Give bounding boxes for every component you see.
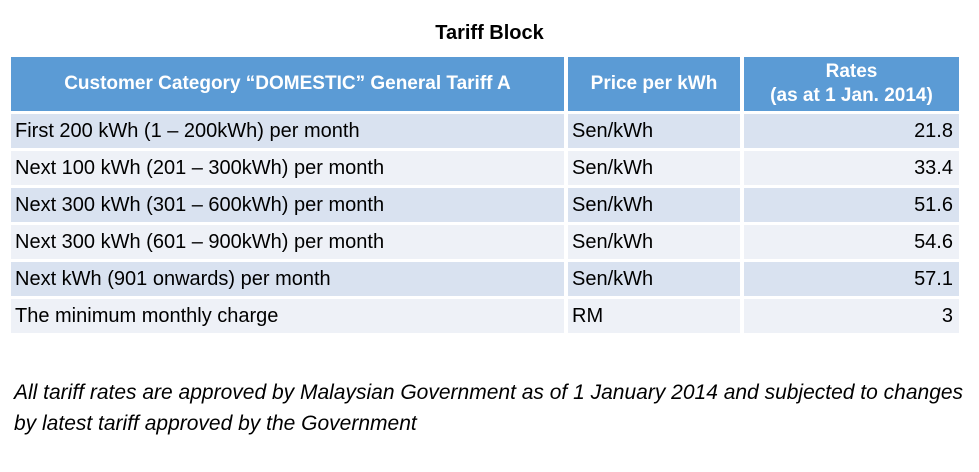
footnote: All tariff rates are approved by Malaysi…	[14, 381, 964, 435]
row-rate: 57.1	[744, 262, 959, 296]
row-rate: 3	[744, 299, 959, 333]
row-unit: Sen/kWh	[568, 225, 740, 259]
row-category: Next 300 kWh (601 – 900kWh) per month	[11, 225, 564, 259]
row-unit: RM	[568, 299, 740, 333]
row-unit: Sen/kWh	[568, 151, 740, 185]
header-rates-date: (as at 1 Jan. 2014)	[770, 85, 933, 106]
header-price-per-kwh: Price per kWh	[568, 57, 740, 111]
row-category: Next kWh (901 onwards) per month	[11, 262, 564, 296]
table-title: Tariff Block	[435, 22, 544, 44]
header-rates: Rates (as at 1 Jan. 2014)	[744, 57, 959, 111]
row-unit: Sen/kWh	[568, 262, 740, 296]
header-rates-label: Rates	[825, 61, 878, 82]
table-row: Next 300 kWh (601 – 900kWh) per month Se…	[11, 225, 959, 259]
table-header-row: Customer Category “DOMESTIC” General Tar…	[11, 57, 959, 111]
row-rate: 21.8	[744, 114, 959, 148]
row-rate: 54.6	[744, 225, 959, 259]
tariff-table: Customer Category “DOMESTIC” General Tar…	[7, 54, 963, 336]
table-row: The minimum monthly charge RM 3	[11, 299, 959, 333]
row-unit: Sen/kWh	[568, 114, 740, 148]
table-row: Next 300 kWh (301 – 600kWh) per month Se…	[11, 188, 959, 222]
row-unit: Sen/kWh	[568, 188, 740, 222]
table-row: Next 100 kWh (201 – 300kWh) per month Se…	[11, 151, 959, 185]
table-row: Next kWh (901 onwards) per month Sen/kWh…	[11, 262, 959, 296]
row-rate: 33.4	[744, 151, 959, 185]
table-row: First 200 kWh (1 – 200kWh) per month Sen…	[11, 114, 959, 148]
row-category: Next 100 kWh (201 – 300kWh) per month	[11, 151, 564, 185]
row-category: The minimum monthly charge	[11, 299, 564, 333]
row-category: First 200 kWh (1 – 200kWh) per month	[11, 114, 564, 148]
row-category: Next 300 kWh (301 – 600kWh) per month	[11, 188, 564, 222]
row-rate: 51.6	[744, 188, 959, 222]
header-customer-category: Customer Category “DOMESTIC” General Tar…	[11, 57, 564, 111]
